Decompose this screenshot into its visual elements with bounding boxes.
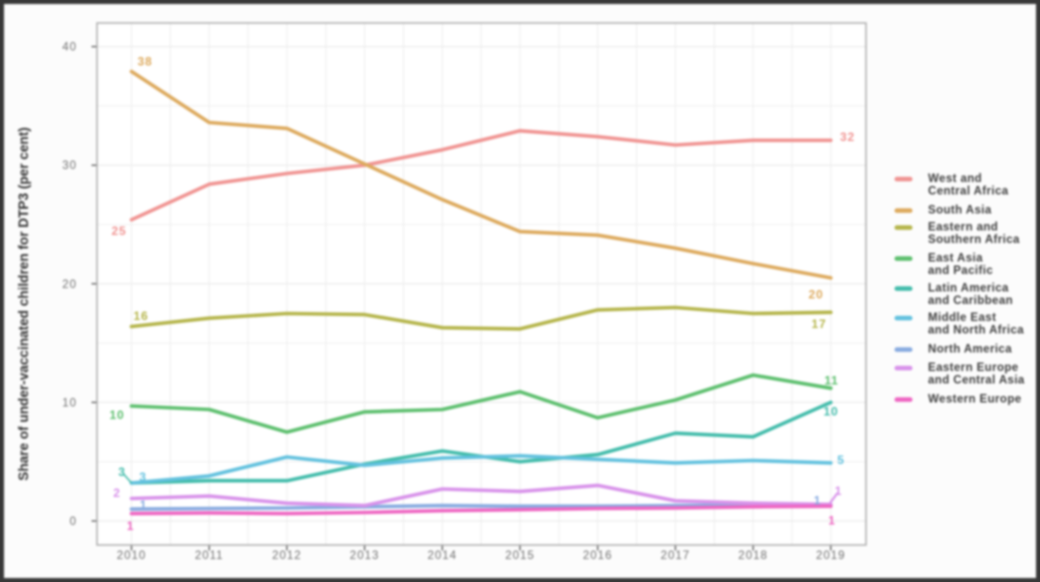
svg-text:32: 32 xyxy=(840,130,855,144)
svg-text:2018: 2018 xyxy=(738,550,768,562)
svg-text:1: 1 xyxy=(835,484,842,498)
svg-text:2013: 2013 xyxy=(350,550,380,562)
svg-text:Eastern and: Eastern and xyxy=(928,222,998,234)
svg-text:1: 1 xyxy=(814,494,821,508)
svg-text:and Central Asia: and Central Asia xyxy=(928,375,1025,387)
svg-text:10: 10 xyxy=(824,405,839,419)
svg-text:3: 3 xyxy=(118,465,125,479)
svg-text:10: 10 xyxy=(62,397,77,409)
svg-text:Share of under-vaccinated chil: Share of under-vaccinated children for D… xyxy=(16,127,31,481)
svg-text:20: 20 xyxy=(809,288,824,302)
svg-text:40: 40 xyxy=(62,42,77,54)
svg-text:2011: 2011 xyxy=(195,550,224,562)
svg-text:38: 38 xyxy=(138,55,153,69)
svg-text:2016: 2016 xyxy=(583,550,613,562)
svg-text:17: 17 xyxy=(812,317,827,331)
svg-text:30: 30 xyxy=(62,160,77,172)
svg-text:1: 1 xyxy=(140,498,147,512)
svg-text:2012: 2012 xyxy=(272,550,302,562)
svg-text:1: 1 xyxy=(828,514,835,528)
svg-text:2015: 2015 xyxy=(505,550,535,562)
svg-text:and Pacific: and Pacific xyxy=(928,265,993,277)
svg-text:1: 1 xyxy=(127,519,134,533)
svg-text:East Asia: East Asia xyxy=(928,253,983,265)
svg-text:South Asia: South Asia xyxy=(928,205,992,217)
svg-text:West and: West and xyxy=(928,173,982,185)
svg-text:Central Africa: Central Africa xyxy=(928,186,1009,198)
svg-text:Latin America: Latin America xyxy=(928,283,1009,295)
svg-text:16: 16 xyxy=(134,309,149,323)
svg-text:0: 0 xyxy=(70,516,77,528)
svg-text:Eastern Europe: Eastern Europe xyxy=(928,362,1019,374)
svg-text:10: 10 xyxy=(110,408,125,422)
svg-text:and North Africa: and North Africa xyxy=(928,325,1024,337)
svg-text:Southern Africa: Southern Africa xyxy=(928,234,1020,246)
svg-text:North America: North America xyxy=(928,344,1012,356)
svg-text:3: 3 xyxy=(139,470,146,484)
svg-text:25: 25 xyxy=(112,224,127,238)
svg-text:2010: 2010 xyxy=(117,550,147,562)
svg-text:2019: 2019 xyxy=(816,550,846,562)
svg-text:2017: 2017 xyxy=(661,550,691,562)
svg-text:2014: 2014 xyxy=(428,550,458,562)
svg-text:11: 11 xyxy=(824,374,838,388)
svg-text:and Caribbean: and Caribbean xyxy=(928,295,1013,307)
svg-text:5: 5 xyxy=(837,453,844,467)
svg-text:2: 2 xyxy=(113,486,120,500)
svg-text:Western Europe: Western Europe xyxy=(928,394,1022,406)
svg-text:Middle East: Middle East xyxy=(928,312,996,324)
svg-text:20: 20 xyxy=(62,279,77,291)
